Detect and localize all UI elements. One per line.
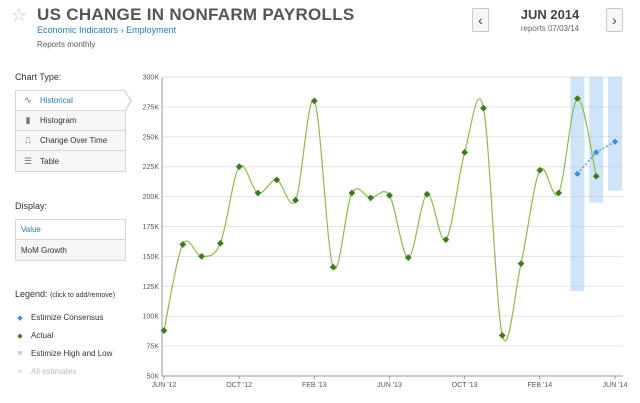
y-tick-label: 275K [143, 104, 160, 111]
x-tick-label: OCT '12 [226, 382, 252, 389]
actual-point [310, 97, 318, 105]
chart-type-histogram-label: Histogram [40, 116, 77, 125]
diamond-icon: ◆ [17, 314, 23, 322]
y-tick-label: 300K [143, 75, 160, 82]
actual-point [216, 239, 224, 247]
line-icon: ∿ [24, 95, 32, 105]
active-pointer [124, 90, 132, 112]
display-value[interactable]: Value [16, 220, 125, 240]
display-label: Display: [15, 201, 48, 211]
actual-point [423, 190, 431, 198]
y-tick-label: 150K [143, 254, 160, 261]
chart-type-table[interactable]: ☰ Table [16, 151, 125, 171]
actual-point [574, 95, 581, 102]
y-tick-label: 225K [143, 164, 160, 171]
actual-point [536, 166, 544, 174]
estimate-range-bar [570, 77, 585, 292]
actual-point [160, 327, 168, 334]
legend-item-consensus[interactable]: ◆ Estimize Consensus [15, 313, 103, 322]
chevron-right-icon: › [612, 12, 617, 28]
legend-item-actual[interactable]: ◆ Actual [15, 331, 53, 340]
actual-point [198, 253, 205, 260]
table-icon: ☰ [23, 155, 33, 166]
report-date: reports 07/03/14 [520, 24, 580, 33]
actual-point [235, 163, 243, 171]
display-mom-growth-label: MoM Growth [21, 245, 67, 255]
y-tick-label: 200K [143, 194, 160, 201]
actual-point [292, 196, 299, 204]
chart-type-change-over-time-label: Change Over Time [40, 136, 108, 145]
actual-point [329, 263, 337, 271]
circle-icon: ● [17, 368, 23, 375]
legend-title: Legend: [15, 289, 48, 299]
legend-high-low-label: Estimize High and Low [31, 349, 113, 358]
chart-type-histogram[interactable]: ▮ Histogram [16, 111, 125, 131]
chart-type-historical[interactable]: ∿ Historical [16, 90, 132, 112]
y-tick-label: 175K [143, 224, 160, 231]
x-tick-label: FEB '13 [302, 382, 327, 389]
legend-item-high-low[interactable]: ■ Estimize High and Low [15, 349, 113, 358]
y-tick-label: 250K [143, 134, 160, 141]
actual-point [179, 241, 187, 248]
actual-point [254, 189, 262, 197]
actual-point [517, 260, 525, 267]
page-title: US CHANGE IN NONFARM PAYROLLS [37, 5, 355, 24]
report-frequency: Reports monthly [37, 40, 96, 49]
square-icon: ■ [17, 350, 23, 357]
y-tick-label: 100K [143, 314, 160, 321]
previous-period-button[interactable]: ‹ [472, 8, 489, 32]
x-tick-label: JUN '13 [377, 382, 402, 389]
breadcrumb-economic-indicators[interactable]: Economic Indicators [37, 25, 119, 35]
estimate-range-bar [608, 77, 622, 191]
legend-actual-label: Actual [31, 331, 54, 340]
x-tick-label: OCT '13 [452, 382, 478, 389]
y-tick-label: 75K [147, 344, 160, 351]
display-mom-growth[interactable]: MoM Growth [16, 240, 125, 260]
x-tick-label: JUN '12 [152, 382, 177, 389]
chart-type-table-label: Table [40, 156, 60, 166]
chart-type-selector: ∿ Historical ▮ Histogram ⎍ Change Over T… [15, 90, 132, 172]
chart-type-label: Chart Type: [15, 72, 62, 82]
chart-type-change-over-time[interactable]: ⎍ Change Over Time [16, 131, 125, 151]
breadcrumb: Economic Indicators › Employment [37, 25, 176, 35]
actual-point [348, 189, 356, 197]
legend-label: Legend: (click to add/remove) [15, 289, 115, 299]
chart-type-historical-label: Historical [40, 96, 73, 105]
chevron-left-icon: ‹ [478, 12, 483, 28]
legend-all-estimates-label: All estimates [31, 367, 77, 376]
breadcrumb-employment[interactable]: Employment [126, 25, 177, 35]
legend-item-all-estimates[interactable]: ● All estimates [15, 367, 76, 376]
legend-hint: (click to add/remove) [50, 292, 116, 299]
actual-point [555, 189, 563, 197]
step-icon: ⎍ [24, 135, 32, 145]
actual-point [498, 331, 506, 339]
x-tick-label: JUN '14 [603, 382, 628, 389]
y-tick-label: 50K [147, 374, 160, 381]
actual-point [592, 172, 600, 180]
next-period-button[interactable]: › [606, 8, 623, 32]
y-tick-label: 125K [143, 284, 160, 291]
favorite-star-icon[interactable]: ☆ [11, 5, 28, 25]
diamond-icon: ◆ [17, 332, 23, 340]
actual-point [404, 254, 412, 261]
actual-line [163, 97, 597, 342]
actual-point [273, 176, 281, 184]
actual-point [367, 194, 375, 202]
actual-point [386, 192, 393, 199]
x-tick-label: FEB '14 [527, 382, 552, 389]
legend-consensus-label: Estimize Consensus [31, 313, 104, 322]
display-value-label: Value [21, 225, 41, 234]
bar-icon: ▮ [25, 115, 31, 125]
estimate-range-bar [589, 77, 604, 203]
actual-point [480, 104, 487, 112]
breadcrumb-separator: › [120, 25, 124, 35]
display-selector: Value MoM Growth [15, 219, 126, 261]
actual-point [461, 148, 469, 156]
actual-point [442, 236, 450, 244]
current-period: JUN 2014 [520, 7, 580, 22]
